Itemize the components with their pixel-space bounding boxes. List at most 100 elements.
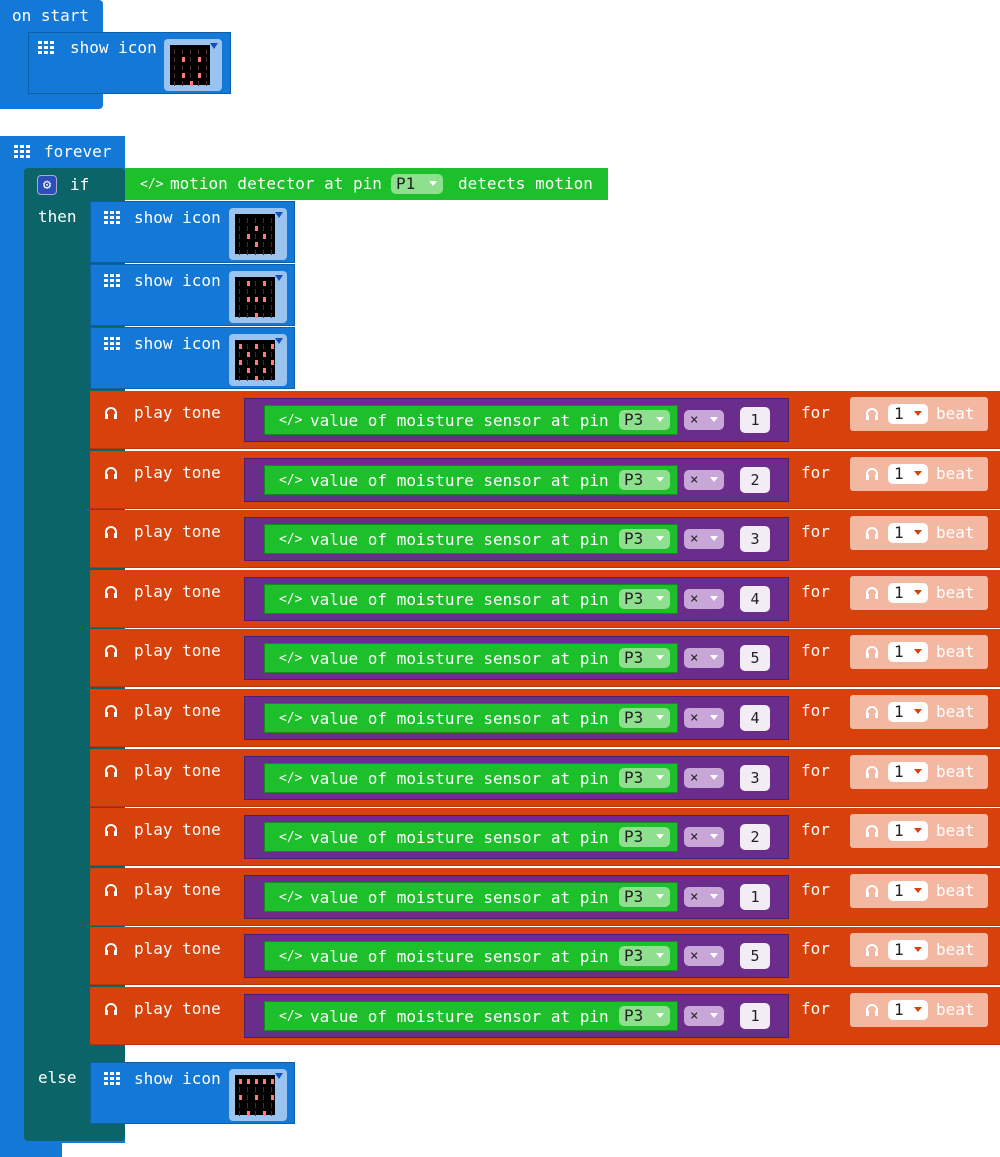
led-icon-picker[interactable]	[164, 39, 222, 91]
pin-dropdown[interactable]: P3	[619, 827, 670, 847]
beat-dropdown[interactable]: 1	[888, 940, 928, 960]
beat-dropdown[interactable]: 1	[888, 1000, 928, 1020]
multiplier-input[interactable]: 4	[740, 705, 770, 731]
headphones-icon	[105, 467, 117, 479]
led-dot	[239, 368, 240, 373]
beat-block[interactable]: 1 beat	[850, 933, 988, 967]
sensor-label: value of moisture sensor at pin	[310, 649, 609, 668]
multiplier-input[interactable]: 1	[740, 407, 770, 433]
multiplier-input[interactable]: 2	[740, 467, 770, 493]
moisture-sensor-block[interactable]	[264, 524, 678, 554]
beat-block[interactable]: 1 beat	[850, 993, 988, 1027]
sensor-label: value of moisture sensor at pin	[310, 888, 609, 907]
forever-label: forever	[44, 142, 112, 161]
pin-dropdown[interactable]: P3	[619, 708, 670, 728]
motion-detector-condition[interactable]	[125, 168, 608, 200]
beat-block[interactable]: 1 beat	[850, 457, 988, 491]
led-dot	[271, 313, 272, 318]
beat-dropdown[interactable]: 1	[888, 702, 928, 722]
operator-dropdown[interactable]: ×	[684, 887, 724, 907]
led-icon-picker[interactable]	[229, 271, 287, 323]
led-icon-picker[interactable]	[229, 208, 287, 260]
led-icon-picker[interactable]	[229, 1069, 287, 1121]
multiplier-input[interactable]: 1	[740, 1003, 770, 1029]
beat-dropdown[interactable]: 1	[888, 762, 928, 782]
beat-block[interactable]: 1 beat	[850, 695, 988, 729]
beat-dropdown[interactable]: 1	[888, 642, 928, 662]
led-dot	[255, 313, 258, 318]
gear-icon[interactable]: ⚙	[37, 175, 57, 195]
led-dot	[271, 360, 274, 365]
led-dot	[247, 281, 250, 286]
multiplier-input[interactable]: 1	[740, 884, 770, 910]
play-tone-label: play tone	[134, 880, 221, 899]
operator-dropdown[interactable]: ×	[684, 827, 724, 847]
operator-dropdown[interactable]: ×	[684, 470, 724, 490]
chevron-down-icon	[914, 649, 922, 654]
pin-dropdown[interactable]: P3	[619, 529, 670, 549]
moisture-sensor-block[interactable]	[264, 465, 678, 495]
pin-dropdown[interactable]: P3	[619, 768, 670, 788]
led-dot	[247, 313, 248, 318]
operator-dropdown[interactable]: ×	[684, 410, 724, 430]
operator-dropdown[interactable]: ×	[684, 648, 724, 668]
led-icon-picker[interactable]	[229, 334, 287, 386]
chevron-down-icon	[710, 715, 718, 720]
operator-dropdown[interactable]: ×	[684, 946, 724, 966]
moisture-sensor-block[interactable]	[264, 703, 678, 733]
moisture-sensor-block[interactable]	[264, 763, 678, 793]
moisture-sensor-block[interactable]	[264, 941, 678, 971]
moisture-sensor-block[interactable]	[264, 822, 678, 852]
beat-block[interactable]: 1 beat	[850, 874, 988, 908]
multiplier-input[interactable]: 3	[740, 526, 770, 552]
beat-dropdown[interactable]: 1	[888, 583, 928, 603]
beat-dropdown[interactable]: 1	[888, 523, 928, 543]
beat-block[interactable]: 1 beat	[850, 814, 988, 848]
moisture-sensor-block[interactable]	[264, 1001, 678, 1031]
led-dot	[190, 81, 193, 86]
moisture-sensor-block[interactable]	[264, 643, 678, 673]
moisture-sensor-block[interactable]	[264, 405, 678, 435]
for-label: for	[801, 403, 830, 422]
pin-dropdown[interactable]: P3	[619, 1006, 670, 1026]
pin-dropdown[interactable]: P3	[619, 946, 670, 966]
pin-dropdown[interactable]: P3	[619, 470, 670, 490]
code-icon: </>	[279, 592, 303, 607]
led-dot	[263, 313, 264, 318]
operator-dropdown[interactable]: ×	[684, 708, 724, 728]
pin-dropdown[interactable]: P1	[391, 174, 443, 194]
beat-block[interactable]: 1 beat	[850, 755, 988, 789]
led-dot	[271, 1111, 272, 1116]
moisture-sensor-block[interactable]	[264, 882, 678, 912]
multiplier-input[interactable]: 3	[740, 765, 770, 791]
led-dot	[239, 305, 240, 310]
operator-dropdown[interactable]: ×	[684, 529, 724, 549]
multiplier-input[interactable]: 5	[740, 645, 770, 671]
headphones-icon	[105, 824, 117, 836]
beat-block[interactable]: 1 beat	[850, 635, 988, 669]
led-dot	[271, 376, 272, 381]
led-dot	[247, 250, 248, 255]
beat-dropdown[interactable]: 1	[888, 881, 928, 901]
pin-dropdown[interactable]: P3	[619, 589, 670, 609]
moisture-sensor-block[interactable]	[264, 584, 678, 614]
led-dot	[247, 226, 248, 231]
beat-dropdown[interactable]: 1	[888, 464, 928, 484]
pin-dropdown[interactable]: P3	[619, 410, 670, 430]
led-dot	[255, 1103, 256, 1108]
pin-dropdown[interactable]: P3	[619, 887, 670, 907]
multiplier-input[interactable]: 5	[740, 943, 770, 969]
beat-block[interactable]: 1 beat	[850, 516, 988, 550]
headphones-icon	[866, 527, 878, 539]
operator-dropdown[interactable]: ×	[684, 589, 724, 609]
beat-dropdown[interactable]: 1	[888, 821, 928, 841]
pin-dropdown[interactable]: P3	[619, 648, 670, 668]
multiplier-input[interactable]: 4	[740, 586, 770, 612]
operator-dropdown[interactable]: ×	[684, 1006, 724, 1026]
multiplier-input[interactable]: 2	[740, 824, 770, 850]
beat-dropdown[interactable]: 1	[888, 404, 928, 424]
beat-block[interactable]: 1 beat	[850, 397, 988, 431]
operator-dropdown[interactable]: ×	[684, 768, 724, 788]
beat-block[interactable]: 1 beat	[850, 576, 988, 610]
led-dot	[263, 218, 264, 223]
